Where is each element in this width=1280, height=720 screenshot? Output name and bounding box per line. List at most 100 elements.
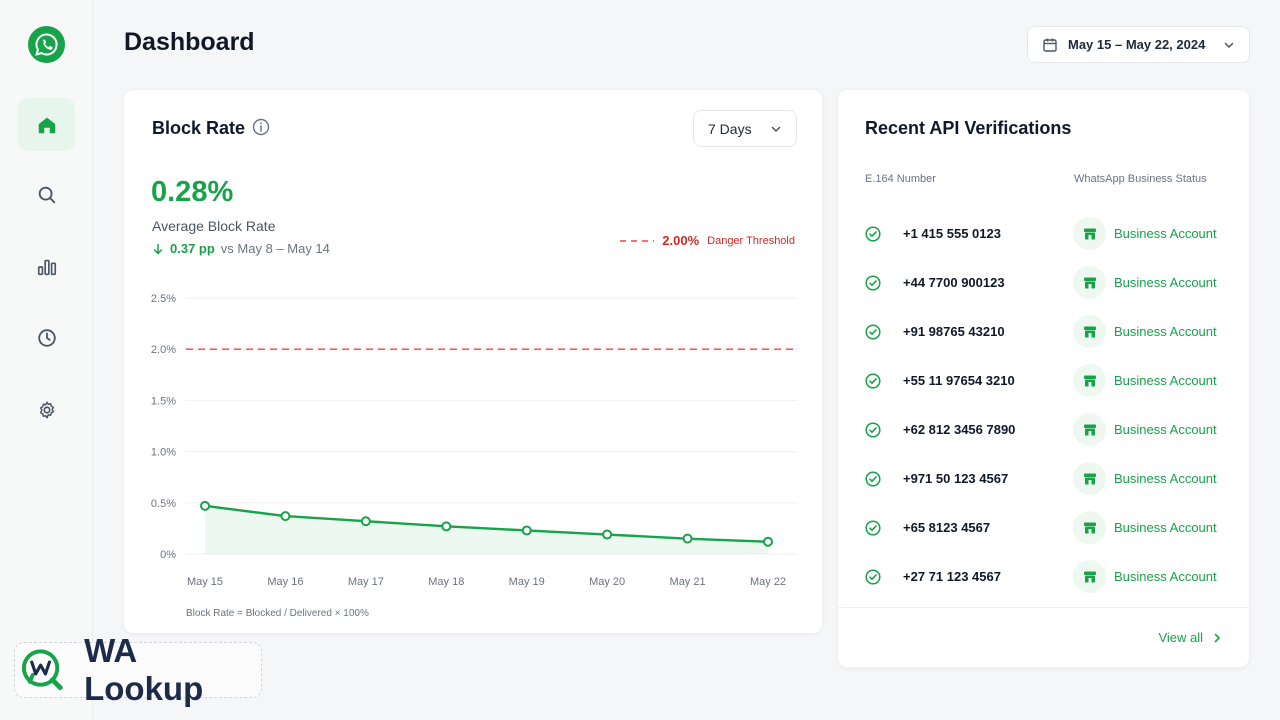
table-row[interactable]: +1 415 555 0123 Business Account [838, 217, 1251, 275]
data-point[interactable] [280, 511, 291, 522]
chevron-down-icon [771, 126, 781, 132]
average-block-rate-value: 0.28% [151, 176, 234, 208]
whatsapp-logo-icon[interactable] [28, 26, 65, 63]
business-status: Business Account [1114, 275, 1217, 290]
check-circle-icon [865, 422, 881, 438]
x-tick-label: May 19 [509, 576, 545, 588]
check-circle-icon [865, 324, 881, 340]
table-row[interactable]: +44 7700 900123 Business Account [838, 266, 1251, 324]
store-icon [1073, 511, 1106, 544]
average-block-rate-label: Average Block Rate [152, 218, 276, 234]
sidebar-item-settings[interactable] [18, 383, 75, 436]
brand-watermark: WA Lookup [14, 632, 262, 707]
x-tick-label: May 17 [348, 576, 384, 588]
info-icon[interactable] [252, 118, 270, 136]
comparison-period: vs May 8 – May 14 [220, 241, 330, 256]
sidebar-item-search[interactable] [18, 168, 75, 221]
home-icon [38, 117, 55, 133]
store-icon [1073, 217, 1106, 250]
range-select-value: 7 Days [708, 120, 752, 137]
check-circle-icon [865, 471, 881, 487]
table-row[interactable]: +91 98765 43210 Business Account [838, 315, 1251, 373]
column-header-number: E.164 Number [865, 173, 936, 185]
block-rate-title: Block Rate [152, 118, 246, 138]
data-point[interactable] [682, 533, 693, 544]
date-range-picker[interactable]: May 15 – May 22, 2024 [1027, 26, 1250, 63]
data-point[interactable] [521, 525, 532, 536]
view-all-link[interactable]: View all [1158, 630, 1223, 645]
store-icon [1073, 462, 1106, 495]
calendar-icon [1043, 38, 1057, 52]
x-tick-label: May 16 [267, 576, 303, 588]
table-row[interactable]: +971 50 123 4567 Business Account [838, 462, 1251, 520]
business-status: Business Account [1114, 226, 1217, 241]
date-range-label: May 15 – May 22, 2024 [1068, 37, 1206, 52]
data-point[interactable] [360, 516, 371, 527]
series-area [205, 505, 768, 554]
check-circle-icon [865, 520, 881, 536]
business-status: Business Account [1114, 471, 1217, 486]
store-icon [1073, 315, 1106, 348]
table-row[interactable]: +27 71 123 4567 Business Account [838, 560, 1251, 618]
arrow-down-icon [153, 243, 163, 255]
wa-lookup-logo-icon [21, 649, 63, 691]
y-tick-label: 1.0% [151, 447, 176, 459]
store-icon [1073, 560, 1106, 593]
dashed-line-icon [620, 239, 655, 242]
bar-chart-icon [37, 259, 56, 275]
check-circle-icon [865, 373, 881, 389]
data-point[interactable] [200, 500, 210, 511]
divider [838, 607, 1251, 608]
column-header-status: WhatsApp Business Status [1074, 173, 1207, 185]
chevron-down-icon [1224, 42, 1234, 48]
block-rate-chart: 0% 0.5% 1.0% 1.5% 2.0% 2.5% May 15 May 16 May 17… [151, 293, 797, 588]
phone-number: +55 11 97654 3210 [903, 373, 1015, 388]
brand-name: WA Lookup [84, 632, 204, 707]
chevron-right-icon [1214, 633, 1221, 642]
chart-formula: Block Rate = Blocked / Delivered × 100% [186, 608, 369, 619]
store-icon [1073, 364, 1106, 397]
x-tick-label: May 21 [670, 576, 706, 588]
phone-number: +1 415 555 0123 [903, 226, 1001, 241]
data-point[interactable] [763, 536, 773, 547]
sidebar-item-home[interactable] [18, 98, 75, 151]
business-status: Business Account [1114, 569, 1217, 584]
y-tick-label: 2.5% [151, 293, 176, 305]
data-point[interactable] [602, 529, 613, 540]
table-row[interactable]: +65 8123 4567 Business Account [838, 511, 1251, 569]
y-tick-label: 0.5% [151, 498, 176, 510]
y-tick-label: 0% [160, 549, 176, 561]
phone-number: +62 812 3456 7890 [903, 422, 1016, 437]
business-status: Business Account [1114, 520, 1217, 535]
gear-icon [39, 400, 54, 419]
business-status: Business Account [1114, 373, 1217, 388]
page-title: Dashboard [124, 28, 255, 56]
x-tick-label: May 15 [187, 576, 223, 588]
x-tick-label: May 22 [750, 576, 786, 588]
sidebar-item-history[interactable] [18, 311, 75, 364]
data-point[interactable] [441, 521, 452, 532]
recent-verifications-card: Recent API Verifications E.164 Number Wh… [837, 89, 1251, 668]
range-select[interactable]: 7 Days [693, 110, 797, 147]
clock-icon [37, 328, 56, 347]
danger-threshold-value: 2.00% [662, 233, 700, 248]
check-circle-icon [865, 226, 881, 242]
phone-number: +91 98765 43210 [903, 324, 1005, 339]
store-icon [1073, 413, 1106, 446]
recent-verifications-title: Recent API Verifications [865, 118, 1072, 138]
check-circle-icon [865, 569, 881, 585]
table-row[interactable]: +62 812 3456 7890 Business Account [838, 413, 1251, 471]
sidebar-item-analytics[interactable] [18, 240, 75, 293]
phone-number: +44 7700 900123 [903, 275, 1005, 290]
table-row[interactable]: +55 11 97654 3210 Business Account [838, 364, 1251, 422]
danger-threshold-legend: 2.00% Danger Threshold [620, 233, 795, 248]
phone-number: +65 8123 4567 [903, 520, 991, 535]
business-status: Business Account [1114, 324, 1217, 339]
change-value: 0.37 pp [170, 241, 215, 256]
phone-number: +27 71 123 4567 [903, 569, 1001, 584]
block-rate-change: 0.37 pp vs May 8 – May 14 [152, 241, 330, 256]
phone-number: +971 50 123 4567 [903, 471, 1009, 486]
view-all-label: View all [1158, 630, 1203, 645]
check-circle-icon [865, 275, 881, 291]
sidebar [0, 0, 93, 720]
